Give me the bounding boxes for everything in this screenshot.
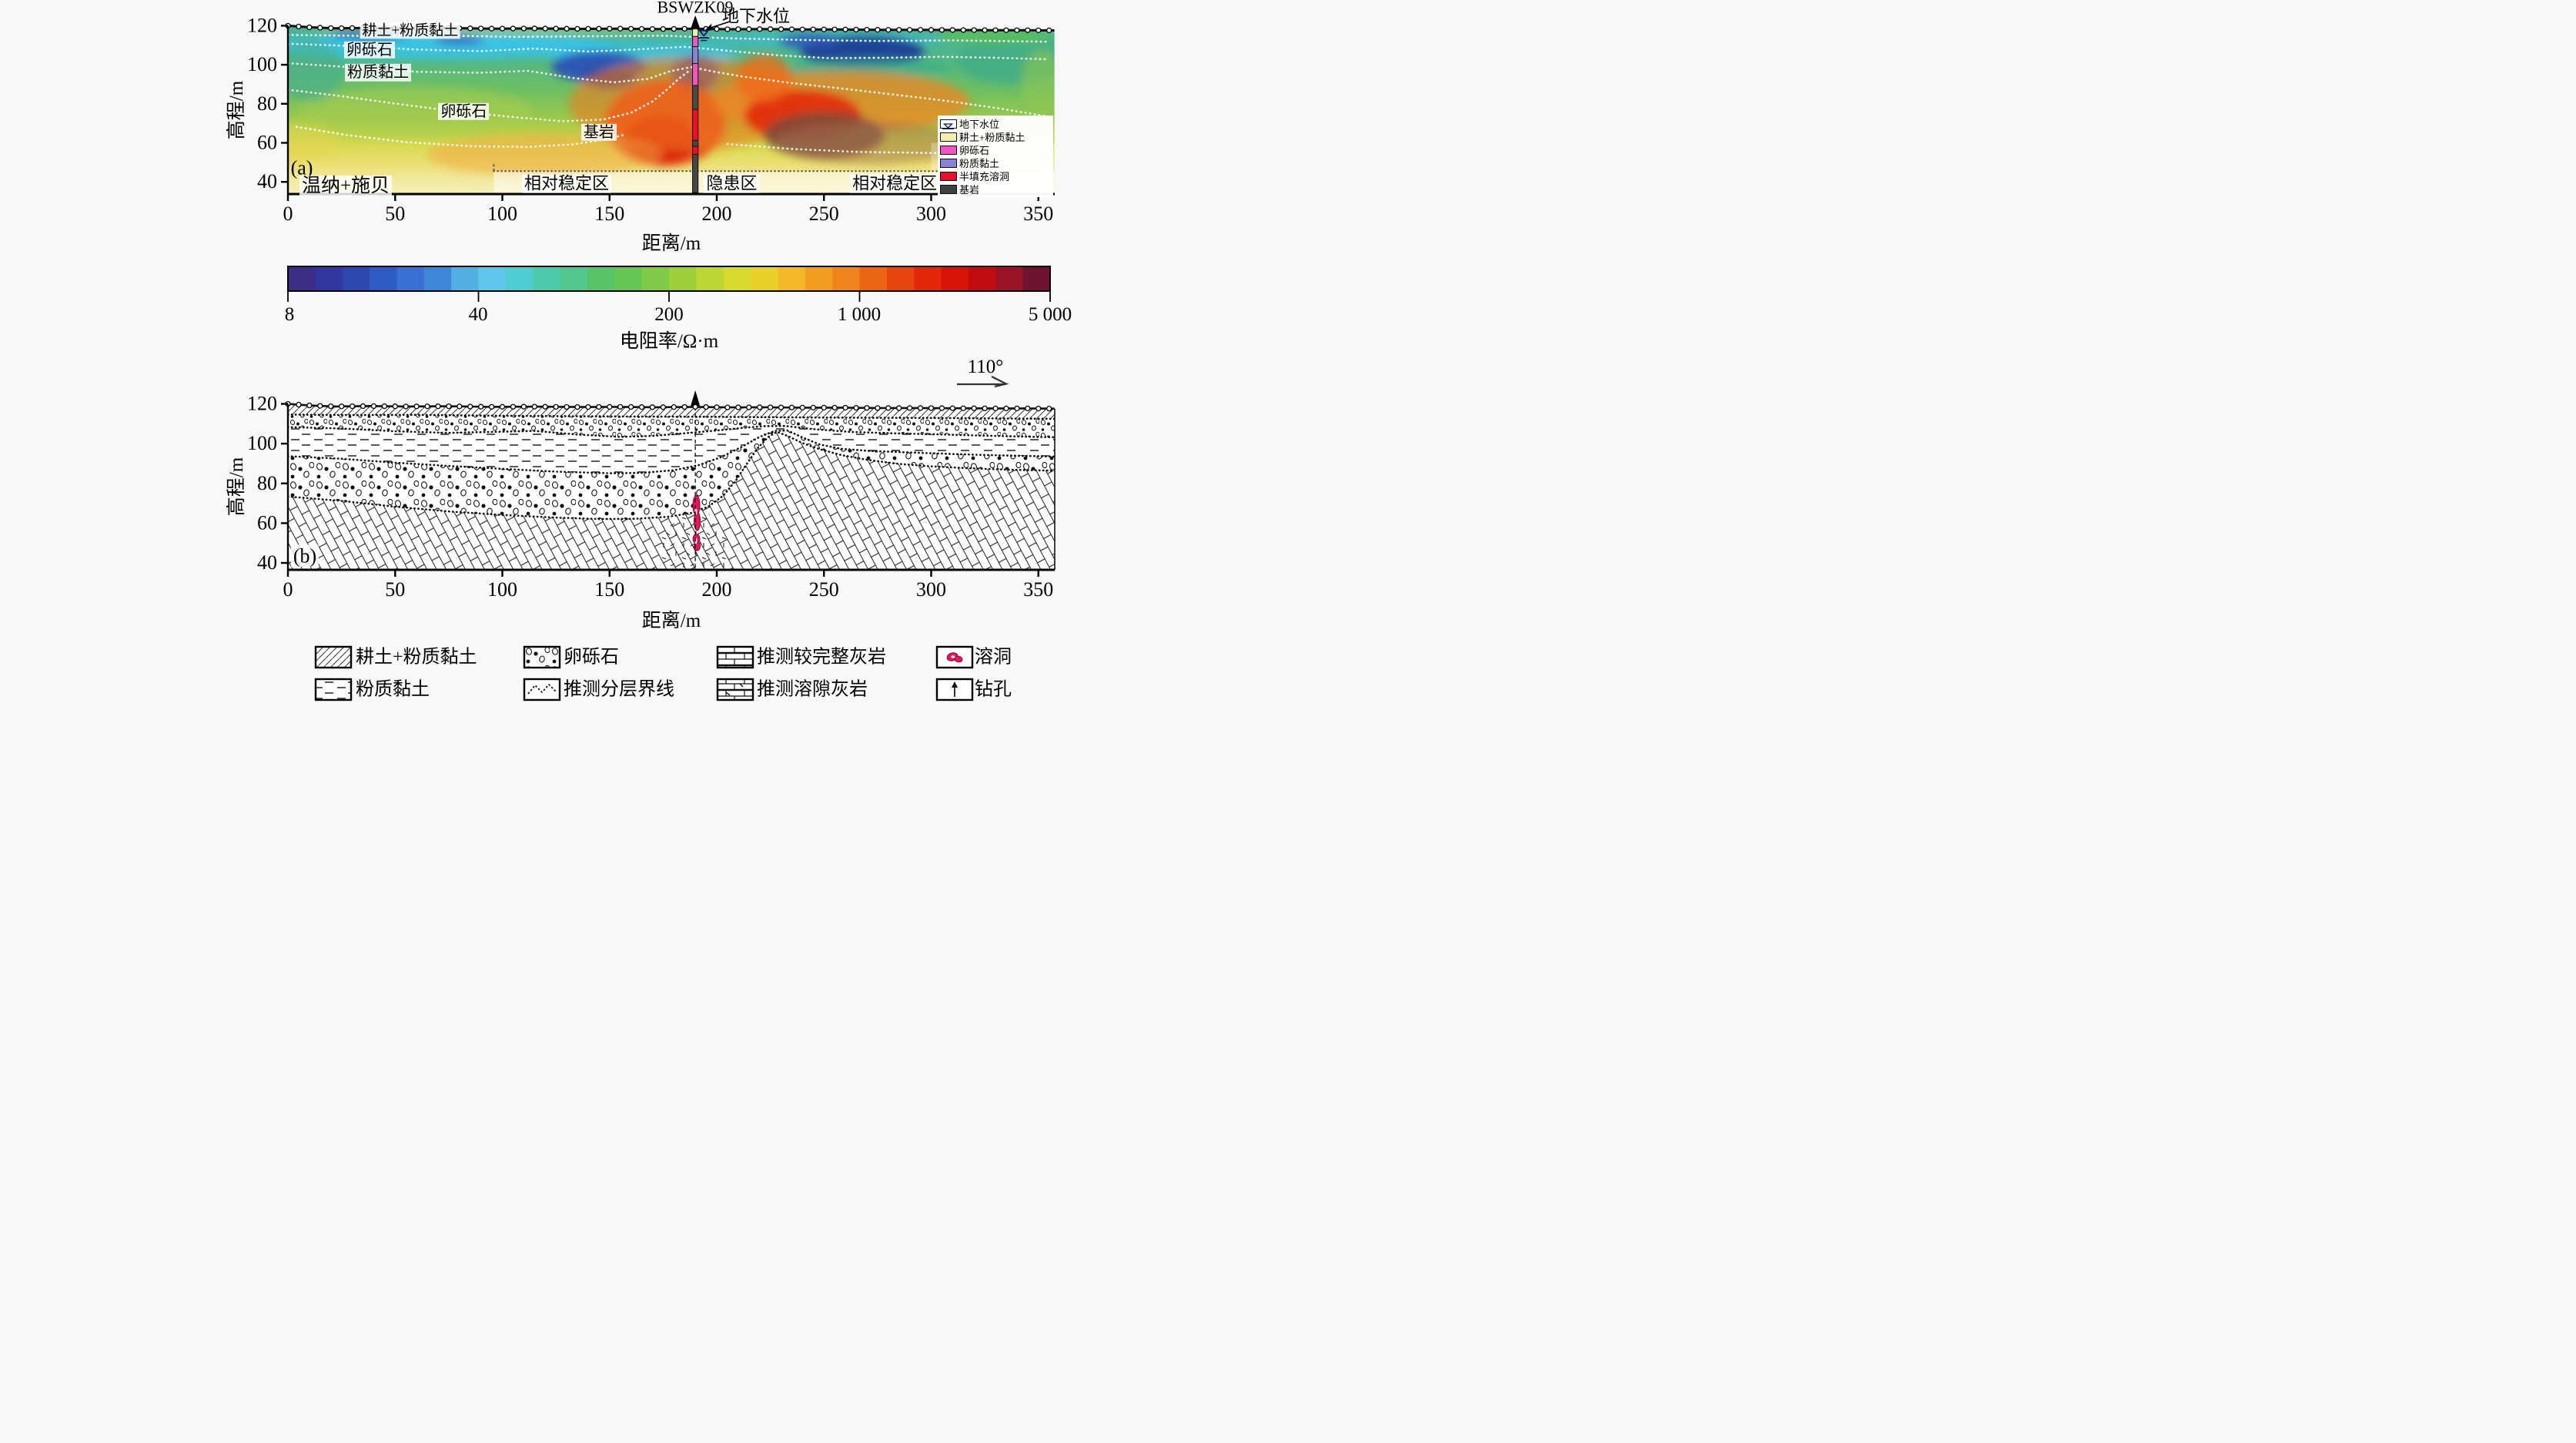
geo-label: 基岩 (580, 123, 617, 141)
svg-text:120: 120 (247, 14, 277, 36)
colorbar-tick-40: 40 (468, 304, 488, 325)
svg-text:50: 50 (385, 203, 405, 225)
svg-text:150: 150 (594, 578, 624, 601)
legend-swatch (940, 145, 957, 155)
panel-b-ylabel: 高程/m (226, 457, 247, 517)
svg-text:120: 120 (247, 393, 277, 415)
svg-text:80: 80 (257, 472, 277, 494)
panel-b-bearing-label: 110° (967, 357, 1004, 377)
colorbar-tick-200: 200 (654, 304, 684, 325)
svg-text:300: 300 (916, 203, 946, 225)
panel-a-resistivity-section: 120 100 80 60 40 0 50 100 150 200 250 300 350 (247, 14, 1055, 225)
svg-text:350: 350 (1023, 203, 1053, 225)
geo-label: 相对稳定区 (850, 174, 940, 194)
colorbar-tick-8: 8 (284, 304, 295, 325)
legend-label-gravel: 卵砾石 (564, 647, 619, 668)
legend-swatch (940, 184, 957, 194)
legend-item-label: 粉质黏土 (959, 158, 1000, 169)
colorbar-tick-1000: 1 000 (837, 304, 882, 325)
legend-swatch-water-table (940, 119, 957, 129)
panel-a-legend-item: 粉质黏土 (940, 157, 1053, 169)
legend-label-fissured-limestone: 推测溶隙灰岩 (757, 679, 868, 700)
geo-label: 隐患区 (704, 174, 760, 194)
colorbar-tick-5000: 5 000 (1028, 304, 1072, 325)
svg-text:80: 80 (257, 92, 277, 115)
panel-a-legend-item: 耕土+粉质黏土 (940, 131, 1053, 143)
colorbar-label: 电阻率/Ω·m (619, 331, 719, 352)
geo-label: 耕土+粉质黏土 (360, 22, 461, 39)
panel-a-legend-item: 半填充溶洞 (940, 170, 1053, 182)
figure-canvas: 120 100 80 60 40 0 50 100 150 200 250 300 350 120 100… (0, 0, 1288, 722)
panel-b-letter: (b) (290, 544, 319, 567)
svg-text:250: 250 (809, 203, 839, 225)
svg-text:300: 300 (916, 578, 946, 601)
water-table-symbol (942, 122, 954, 129)
panel-a-legend: 地下水位耕土+粉质黏土 卵砾石粉质黏土半填充溶洞基岩 (938, 116, 1053, 197)
legend-item-label: 地下水位 (959, 119, 1000, 130)
panel-a-xlabel: 距离/m (641, 233, 701, 254)
svg-text:60: 60 (257, 511, 277, 534)
geo-label: 粉质黏土 (344, 64, 411, 82)
legend-label-karst-cave: 溶洞 (975, 647, 1012, 668)
panel-a-legend-item: 卵砾石 (940, 144, 1053, 156)
svg-text:0: 0 (283, 578, 293, 601)
legend-label-inferred-boundary: 推测分层界线 (564, 679, 674, 700)
water-table-label: 地下水位 (721, 6, 791, 26)
panel-a-ylabel: 高程/m (226, 80, 247, 140)
panel-b-geologic-section: 120 100 80 60 40 0 50 100 150 200 250 300 350 (247, 376, 1055, 601)
geo-label: 卵砾石 (343, 41, 395, 59)
svg-text:250: 250 (809, 578, 839, 601)
panel-a-method-label: 温纳+施贝 (299, 176, 393, 197)
resistivity-colorbar (287, 266, 1051, 302)
legend-swatch (940, 132, 957, 142)
panel-a-legend-item: 地下水位 (940, 118, 1053, 130)
svg-text:150: 150 (594, 203, 624, 225)
svg-text:350: 350 (1023, 578, 1053, 601)
svg-text:100: 100 (487, 203, 517, 225)
legend-label-silty-clay: 粉质黏土 (356, 679, 430, 700)
svg-text:60: 60 (257, 132, 277, 154)
svg-text:40: 40 (257, 551, 277, 574)
geo-label: 卵砾石 (438, 102, 490, 121)
legend-label-topsoil: 耕土+粉质黏土 (356, 647, 477, 668)
legend-label-borehole: 钻孔 (975, 679, 1012, 700)
svg-text:100: 100 (247, 53, 277, 75)
svg-text:100: 100 (247, 432, 277, 454)
svg-text:200: 200 (702, 578, 732, 601)
panel-a-letter: (a) (290, 156, 313, 179)
borehole-id-label: BSWZK09 (657, 0, 734, 17)
legend-item-label: 基岩 (959, 184, 980, 196)
bottom-legend-swatches (314, 645, 974, 701)
geo-label: 相对稳定区 (522, 174, 612, 194)
legend-item-label: 半填充溶洞 (959, 171, 1010, 182)
legend-item-label: 卵砾石 (959, 145, 990, 156)
panel-b-xlabel: 距离/m (641, 611, 701, 631)
svg-text:100: 100 (487, 578, 517, 601)
svg-text:40: 40 (257, 170, 277, 193)
legend-swatch (940, 171, 957, 181)
svg-text:0: 0 (283, 203, 293, 225)
svg-text:50: 50 (385, 578, 405, 601)
panel-a-legend-item: 基岩 (940, 183, 1053, 196)
svg-text:200: 200 (702, 203, 732, 225)
legend-swatch (940, 158, 957, 168)
legend-label-intact-limestone: 推测较完整灰岩 (757, 647, 886, 668)
legend-item-label: 耕土+粉质黏土 (959, 132, 1025, 143)
